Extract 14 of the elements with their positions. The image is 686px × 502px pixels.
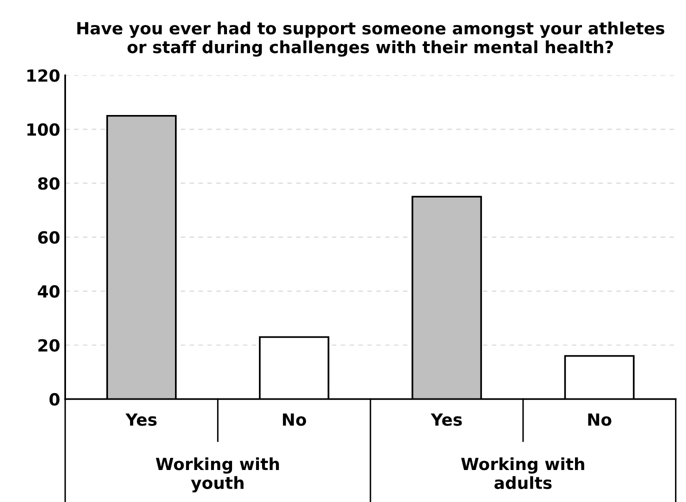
y-tick-label: 100	[27, 123, 60, 136]
chart-title: Have you ever had to support someone amongst your athletes or staff during challenges with their mental health?	[77, 22, 664, 57]
text: Working with youth	[156, 457, 279, 492]
y-tick-label: 20	[38, 339, 60, 352]
y-tick-label: 120	[27, 69, 60, 82]
x-tick-label: No	[282, 413, 306, 426]
x-tick-label: Yes	[430, 413, 462, 426]
x-tick-label: No	[588, 413, 612, 426]
y-tick-label: 0	[50, 393, 60, 406]
text: Working with adults	[461, 457, 584, 490]
y-tick-label: 60	[38, 231, 60, 244]
x-tick-label: Yes	[125, 413, 157, 426]
y-tick-label: 40	[38, 285, 60, 298]
y-tick-label: 80	[38, 177, 60, 190]
